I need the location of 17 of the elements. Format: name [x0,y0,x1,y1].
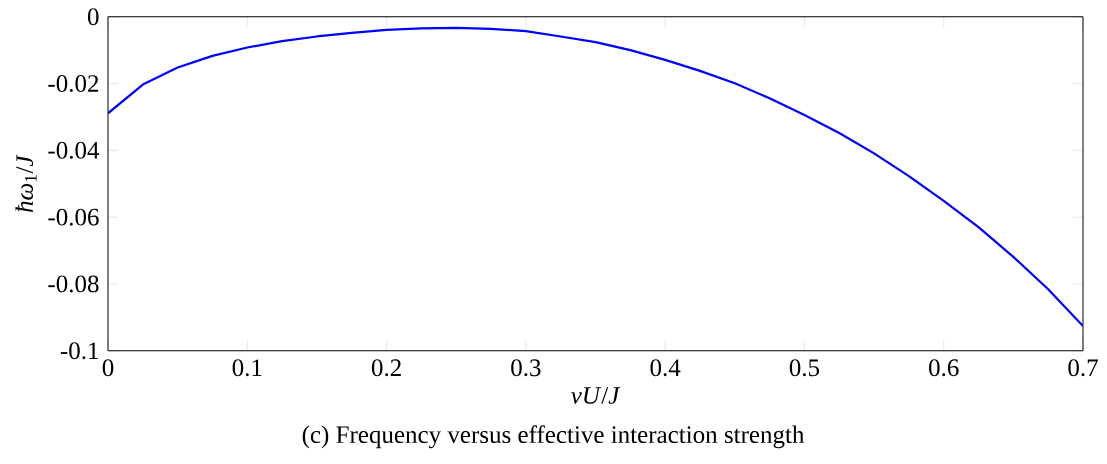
y-tick-label: -0.08 [48,275,99,293]
y-tick-label: -0.06 [48,208,99,226]
text: (c) Frequency versus effective interaction strength [302,425,805,449]
x-tick-label: 0.3 [511,359,541,377]
x-tick-label: 0.7 [1068,359,1098,377]
y-tick-label: 0 [87,8,99,26]
y-tick-label: -0.02 [48,75,99,93]
x-tick-label: 0 [102,359,114,377]
y-tick-label: -0.1 [60,342,98,360]
x-tick-label: 0.4 [650,359,681,377]
x-axis-title: νU/J [571,387,621,404]
x-tick-label: 0.2 [371,359,401,377]
x-tick-label: 0.1 [232,359,262,377]
x-tick-label: 0.5 [789,359,820,377]
y-axis-title: ħω$_{1}$/J [15,154,37,213]
x-tick-label: 0.6 [929,359,959,377]
y-tick-label: -0.04 [48,142,100,159]
